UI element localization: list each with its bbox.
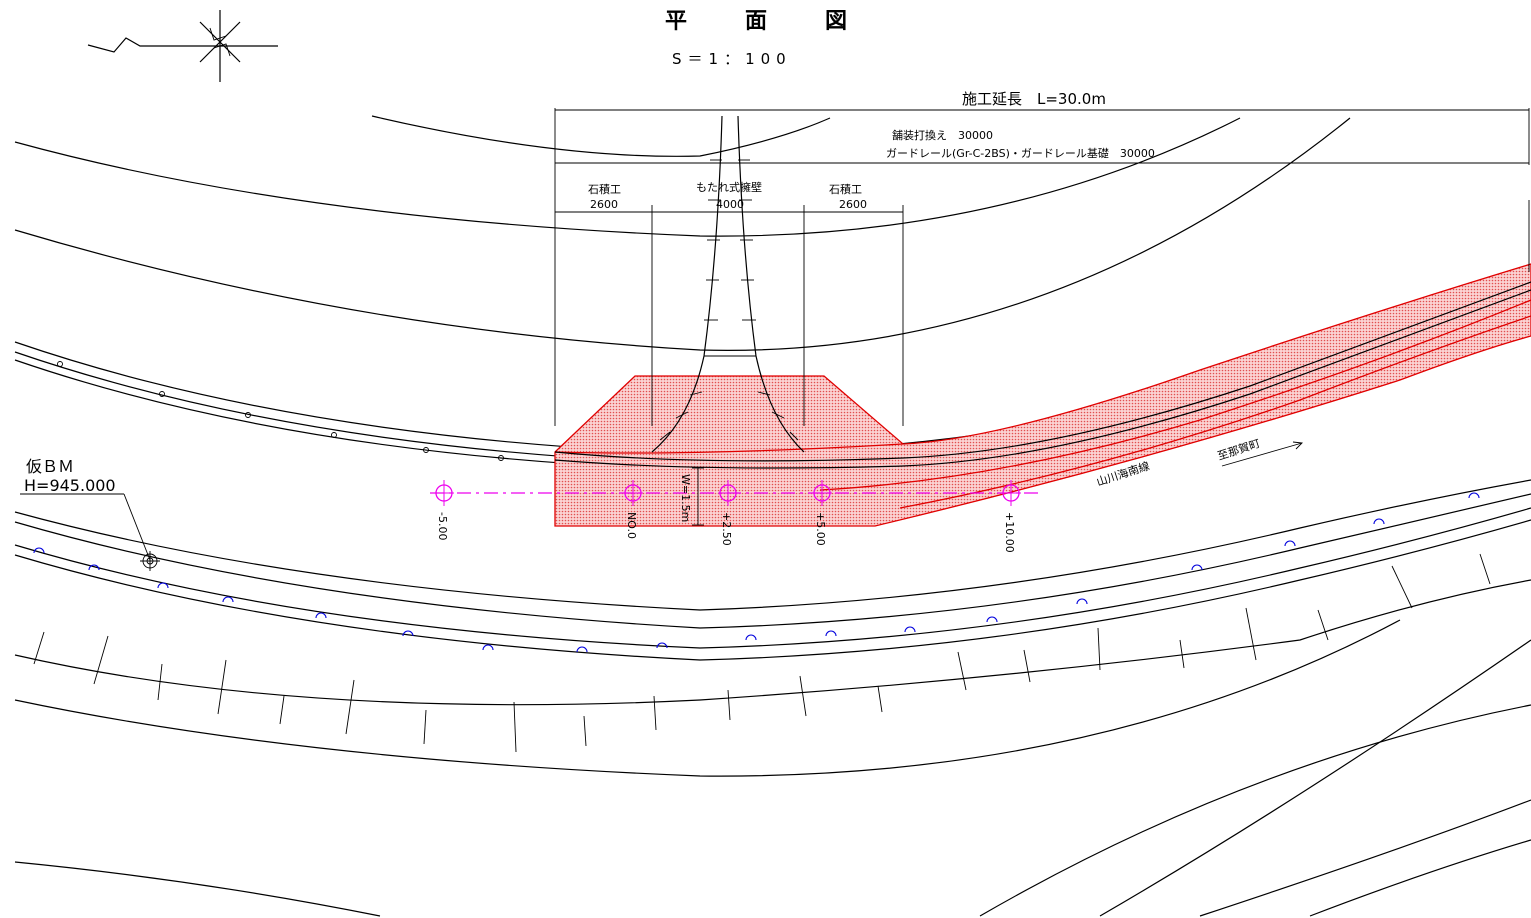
direction-label: 至那賀町 [1216, 437, 1262, 463]
direction-arrow-icon [1221, 441, 1303, 467]
page-title: 平 面 図 [665, 9, 865, 34]
valley-channel [651, 115, 805, 453]
road-lines-overlay [554, 281, 1531, 469]
segment-2-name: もたれ式擁壁 [696, 180, 762, 194]
lower-road-edges [14, 479, 1531, 706]
segment-3-name: 石積工 [829, 182, 862, 196]
pavement-label: 舗装打換え 30000 [892, 128, 993, 142]
benchmark-elevation: H=945.000 [24, 476, 116, 495]
segment-1-name: 石積工 [588, 182, 621, 196]
benchmark-label: 仮ＢＭ [26, 457, 74, 476]
station-marker-icon [812, 480, 832, 506]
station-marker-icon [718, 480, 738, 506]
segment-2-length: 4000 [716, 198, 744, 211]
slope-hatching [33, 553, 1491, 753]
scale-label: S＝1：100 [672, 50, 792, 68]
benchmark-marker-icon [20, 493, 160, 571]
station-label: +10.00 [1003, 512, 1016, 553]
contour-lines [14, 115, 1531, 917]
station-label: +2.50 [720, 512, 733, 546]
segment-1-length: 2600 [590, 198, 618, 211]
guardrail-label: ガードレール(Gr-C-2BS)・ガードレール基礎 30000 [886, 147, 1155, 160]
repair-zone [554, 263, 1531, 527]
station-marker-icon [1001, 480, 1021, 506]
drainage-inlets [33, 492, 1480, 653]
construction-length: 施工延長 L=30.0m [962, 90, 1106, 108]
width-dimension [692, 467, 704, 526]
dimension-lines [554, 108, 1530, 426]
compass-symbol-icon [87, 10, 278, 82]
width-label: W=1.5m [679, 474, 692, 522]
segment-3-length: 2600 [839, 198, 867, 211]
station-marker-icon [623, 480, 643, 506]
station-markers [434, 480, 1021, 506]
station-marker-icon [434, 480, 454, 506]
station-label: -5.00 [436, 512, 449, 540]
station-label: NO.0 [625, 512, 638, 539]
station-label: +5.00 [814, 512, 827, 546]
